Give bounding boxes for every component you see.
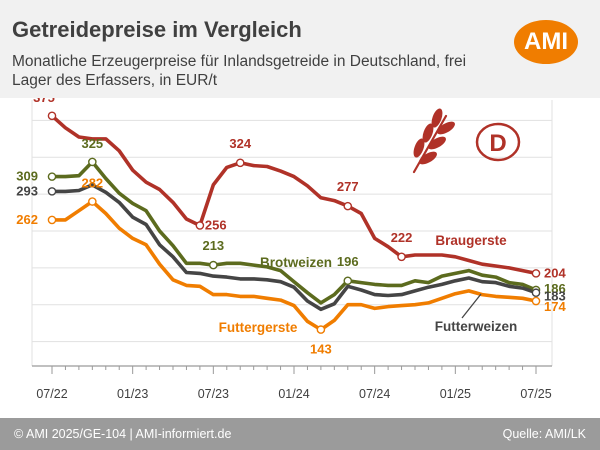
series-name-labels: Braugerste Brotweizen Futterweizen Futterge… [219, 233, 518, 335]
series-name-label: Brotweizen [260, 255, 332, 270]
wheat-grain [419, 151, 437, 165]
country-oval [475, 122, 521, 162]
series-line-brotweizen [50, 160, 538, 305]
data-label: 262 [16, 212, 38, 227]
wheat-grain [437, 121, 455, 135]
data-point-marker [531, 288, 541, 298]
futterweizen-leader-line [461, 293, 482, 319]
data-point-marker [88, 157, 97, 167]
x-tick-label: 07/22 [36, 387, 67, 401]
data-label: 196 [337, 254, 359, 269]
data-point-marker [531, 269, 541, 278]
series-line-futterweizen [50, 183, 538, 312]
data-point-marker [47, 187, 57, 196]
series-line-braugerste [50, 113, 538, 276]
data-label: 324 [229, 136, 251, 151]
series-name-label: Braugerste [435, 233, 507, 248]
series-lines [50, 113, 538, 332]
data-label: 375 [33, 98, 55, 105]
germany-emblem: D [412, 108, 521, 174]
x-tick-label: 07/24 [359, 387, 390, 401]
ami-logo: AMI [514, 20, 578, 64]
chart-header: Getreidepreise im Vergleich Monatliche E… [0, 0, 600, 98]
wheat-grain [422, 123, 434, 143]
footer-copyright: © AMI 2025/GE-104 | AMI-informiert.de [14, 427, 232, 441]
data-point-marker [209, 260, 218, 270]
data-label: 282 [81, 176, 103, 191]
x-tick-label: 01/23 [117, 387, 148, 401]
x-tick-label: 01/24 [278, 387, 309, 401]
x-tick-label: 01/25 [440, 387, 471, 401]
data-labels: 375 256 324 277 222 204 309 325 213 196 186 293 183 2… [16, 98, 566, 357]
data-point-marker [343, 201, 353, 211]
data-label: 293 [16, 183, 38, 198]
series-name-label: Futtergerste [219, 320, 298, 335]
footer-bar: © AMI 2025/GE-104 | AMI-informiert.de Qu… [0, 418, 600, 450]
data-point-marker [195, 221, 205, 230]
x-axis: 07/22 01/23 07/23 01/24 07/24 01/25 07/25 [32, 365, 552, 401]
data-label: 143 [310, 342, 332, 357]
data-label: 309 [16, 169, 38, 184]
chart-subtitle: Monatliche Erzeugerpreise für Inlandsget… [12, 53, 467, 89]
chart-title: Getreidepreise im Vergleich [12, 17, 302, 42]
footer-source: Quelle: AMI/LK [502, 427, 586, 441]
data-label: 325 [81, 136, 103, 151]
series-name-label: Futterweizen [435, 319, 518, 334]
x-tick-label: 07/25 [520, 387, 551, 401]
data-label: 256 [205, 217, 227, 232]
data-label: 213 [202, 238, 224, 253]
data-point-marker [397, 252, 406, 262]
data-label: 186 [544, 281, 566, 296]
data-point-marker [47, 172, 57, 181]
line-chart: 07/22 01/23 07/23 01/24 07/24 01/25 07/25 D 37… [16, 98, 566, 401]
wheat-grain [428, 136, 446, 150]
data-point-marker [531, 296, 541, 306]
country-code-label: D [489, 130, 506, 157]
x-tick-label: 07/23 [198, 387, 229, 401]
series-line-futtergerste [50, 199, 538, 332]
wheat-grain [413, 138, 425, 158]
data-point-marker [235, 158, 245, 168]
data-label: 174 [544, 299, 566, 314]
annotated-points [47, 111, 541, 334]
data-point-marker [47, 111, 57, 121]
data-label: 183 [544, 289, 566, 304]
wheat-grain [431, 108, 443, 128]
data-point-marker [343, 276, 353, 286]
data-point-marker [88, 197, 97, 206]
data-label: 204 [544, 265, 566, 280]
data-label: 222 [391, 230, 413, 245]
data-point-marker [316, 325, 326, 334]
data-point-marker [47, 215, 57, 225]
data-label: 277 [337, 179, 359, 194]
